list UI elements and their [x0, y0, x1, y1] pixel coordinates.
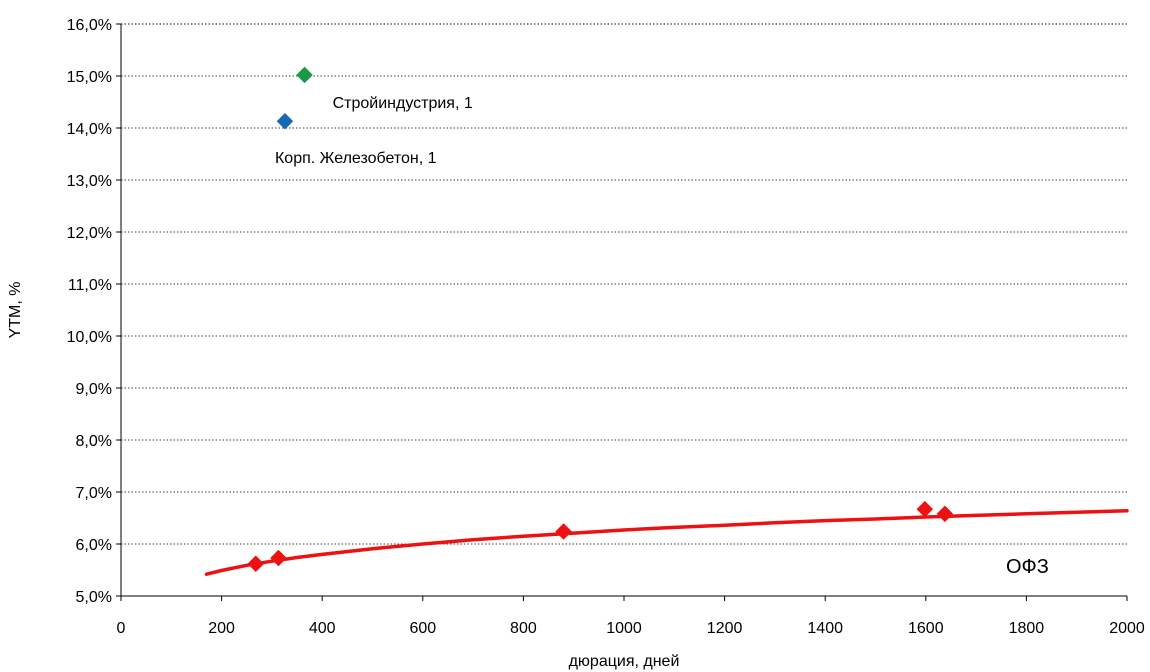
diamond-marker: [270, 549, 287, 567]
data-markers: [247, 66, 954, 573]
y-tick-label: 9,0%: [76, 381, 112, 398]
y-tick-label: 13,0%: [67, 173, 112, 190]
y-tick-label: 15,0%: [67, 69, 112, 86]
diamond-marker: [916, 500, 934, 518]
diamond-marker: [276, 112, 294, 130]
x-tick-label: 1600: [908, 620, 944, 637]
y-tick-label: 12,0%: [67, 225, 112, 242]
x-tick-label: 600: [409, 620, 436, 637]
y-axis-title: YTM, %: [7, 282, 24, 339]
y-tick-label: 14,0%: [67, 121, 112, 138]
point-label-stroyindustriya: Стройиндустрия, 1: [333, 95, 473, 112]
x-axis-title: дюрация, дней: [569, 653, 680, 670]
x-tick-label: 0: [117, 620, 126, 637]
y-tick-label: 8,0%: [76, 433, 112, 450]
series-label-ofz: ОФЗ: [1006, 556, 1049, 578]
diamond-marker: [555, 523, 572, 540]
x-tick-label: 800: [510, 620, 537, 637]
x-axis-ticks: 0 200 400 600 800 1000 1200 1400 1600 1800 2000: [117, 596, 1145, 637]
x-tick-label: 400: [309, 620, 336, 637]
y-tick-label: 6,0%: [76, 537, 112, 554]
x-tick-label: 1800: [1009, 620, 1045, 637]
x-tick-label: 200: [208, 620, 235, 637]
x-tick-label: 1400: [807, 620, 843, 637]
point-label-zhelezobeton: Корп. Железобетон, 1: [275, 150, 437, 167]
diamond-marker: [247, 555, 265, 573]
y-axis-ticks: 5,0% 6,0% 7,0% 8,0% 9,0% 10,0% 11,0% 12,0% 13,0%…: [67, 17, 121, 606]
x-tick-label: 1000: [606, 620, 642, 637]
y-tick-label: 10,0%: [67, 329, 112, 346]
y-tick-label: 5,0%: [76, 589, 112, 606]
y-tick-label: 11,0%: [68, 277, 112, 294]
y-tick-label: 16,0%: [67, 17, 112, 34]
point-labels: Стройиндустрия, 1 Корп. Железобетон, 1 ОФЗ: [275, 95, 1049, 578]
x-tick-label: 2000: [1109, 620, 1145, 637]
y-tick-label: 7,0%: [76, 485, 112, 502]
diamond-marker: [296, 66, 313, 84]
x-tick-label: 1200: [707, 620, 743, 637]
diamond-marker: [936, 505, 954, 523]
